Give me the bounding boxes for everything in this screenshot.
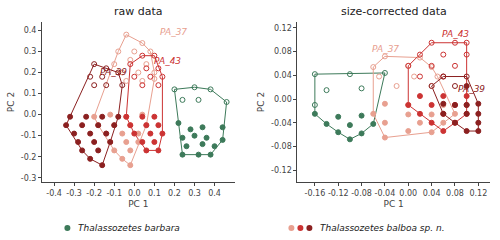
svg-text:-0.08: -0.08	[271, 142, 292, 151]
svg-text:PA_37: PA_37	[160, 27, 187, 37]
svg-text:PA_39: PA_39	[100, 67, 127, 77]
svg-text:-0.16: -0.16	[305, 189, 326, 198]
svg-text:-0.1: -0.1	[21, 131, 37, 140]
svg-text:0.2: 0.2	[24, 68, 37, 77]
svg-text:0.12: 0.12	[469, 189, 487, 198]
svg-text:0.0: 0.0	[24, 110, 37, 119]
svg-text:Thalassozetes balboa sp. n.: Thalassozetes balboa sp. n.	[320, 223, 445, 233]
svg-text:-0.2: -0.2	[86, 189, 102, 198]
svg-text:0.08: 0.08	[274, 47, 292, 56]
svg-text:-0.2: -0.2	[21, 153, 37, 162]
svg-text:0.1: 0.1	[24, 89, 37, 98]
svg-text:PC 1: PC 1	[128, 199, 148, 209]
svg-text:0.12: 0.12	[274, 24, 292, 33]
svg-text:0.1: 0.1	[148, 189, 161, 198]
svg-text:-0.04: -0.04	[375, 189, 396, 198]
svg-text:-0.04: -0.04	[271, 119, 292, 128]
svg-text:-0.1: -0.1	[106, 189, 122, 198]
svg-text:size-corrected data: size-corrected data	[341, 5, 447, 18]
svg-text:-0.3: -0.3	[66, 189, 82, 198]
svg-text:-0.08: -0.08	[351, 189, 372, 198]
svg-text:0.04: 0.04	[274, 71, 292, 80]
svg-text:0.3: 0.3	[188, 189, 201, 198]
svg-text:-0.12: -0.12	[328, 189, 349, 198]
svg-text:-0.3: -0.3	[21, 174, 37, 183]
svg-text:Thalassozetes barbara: Thalassozetes barbara	[78, 223, 180, 233]
svg-text:0.0: 0.0	[128, 189, 141, 198]
svg-text:0.4: 0.4	[24, 26, 37, 35]
svg-text:0.3: 0.3	[24, 47, 37, 56]
svg-text:0.00: 0.00	[274, 95, 292, 104]
svg-text:0.2: 0.2	[168, 189, 181, 198]
svg-text:0.08: 0.08	[446, 189, 464, 198]
svg-text:PA_43: PA_43	[442, 29, 469, 39]
svg-text:PA_37: PA_37	[372, 44, 399, 54]
svg-text:PA_39: PA_39	[458, 84, 485, 94]
svg-text:PC 1: PC 1	[384, 199, 404, 209]
svg-text:-0.12: -0.12	[271, 166, 292, 175]
svg-text:PC 2: PC 2	[6, 92, 16, 112]
svg-text:0.00: 0.00	[399, 189, 417, 198]
svg-text:-0.4: -0.4	[46, 189, 62, 198]
svg-text:0.4: 0.4	[208, 189, 221, 198]
svg-text:raw data: raw data	[114, 5, 163, 18]
svg-text:PC 2: PC 2	[256, 92, 266, 112]
svg-text:PA_43: PA_43	[154, 56, 181, 66]
svg-text:0.04: 0.04	[423, 189, 441, 198]
